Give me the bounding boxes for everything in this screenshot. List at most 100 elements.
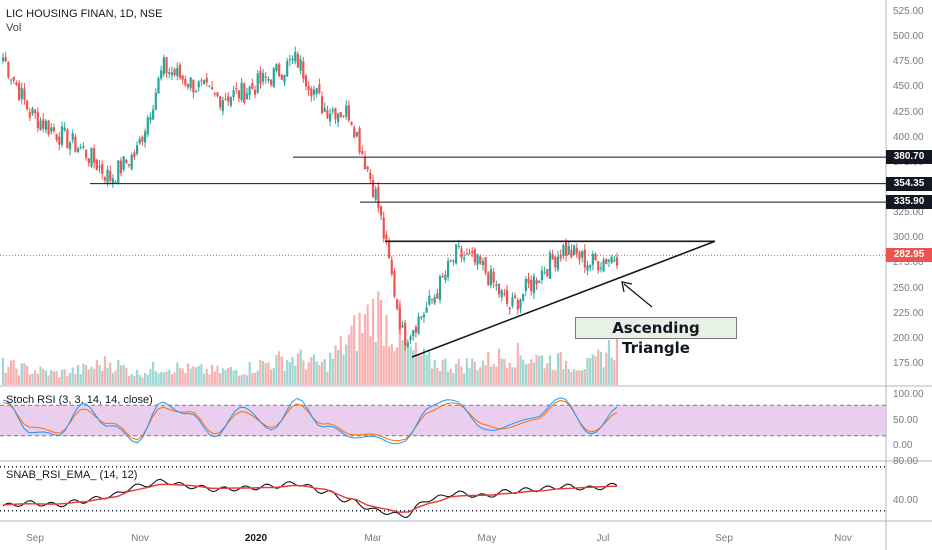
volume-bar bbox=[430, 368, 434, 385]
candle-body bbox=[396, 299, 399, 309]
candle-body bbox=[235, 87, 238, 89]
candle-body bbox=[95, 159, 98, 171]
volume-bar bbox=[487, 351, 490, 385]
time-tick-label: Mar bbox=[364, 533, 382, 544]
volume-bar bbox=[197, 365, 200, 385]
candle-body bbox=[495, 284, 498, 286]
volume-bar bbox=[339, 335, 342, 385]
candle-body bbox=[387, 242, 391, 259]
candle-body bbox=[446, 260, 450, 278]
volume-bar bbox=[578, 370, 581, 385]
volume-bar bbox=[409, 346, 412, 385]
candle-body bbox=[404, 322, 407, 346]
candle-body bbox=[232, 90, 235, 98]
candle-body bbox=[202, 80, 206, 85]
candle-body bbox=[4, 57, 7, 62]
candle-body bbox=[425, 307, 428, 313]
volume-bar bbox=[146, 374, 149, 385]
snab-tick-label: 40.00 bbox=[893, 495, 919, 506]
volume-bar bbox=[465, 358, 468, 385]
candle-body bbox=[602, 259, 605, 272]
volume-bar bbox=[82, 363, 85, 385]
candle-body bbox=[63, 127, 66, 130]
volume-bar bbox=[259, 359, 262, 385]
candle-body bbox=[599, 267, 603, 269]
volume-bar bbox=[481, 360, 485, 385]
volume-bar bbox=[7, 366, 10, 385]
candle-body bbox=[393, 271, 396, 297]
volume-bar bbox=[245, 375, 249, 385]
volume-bar bbox=[366, 304, 369, 385]
volume-bar bbox=[543, 368, 546, 385]
volume-bar bbox=[527, 363, 530, 385]
candle-body bbox=[358, 128, 361, 153]
volume-bar bbox=[444, 358, 447, 385]
volume-bar bbox=[323, 359, 326, 385]
volume-bar bbox=[68, 372, 72, 385]
volume-bar bbox=[540, 355, 544, 385]
candle-body bbox=[149, 117, 152, 120]
volume-bar bbox=[530, 359, 533, 385]
candle-body bbox=[522, 293, 525, 301]
volume-bar bbox=[264, 363, 267, 385]
volume-bar bbox=[396, 347, 399, 385]
volume-bar bbox=[489, 366, 493, 385]
volume-bar bbox=[162, 372, 165, 385]
candle-body bbox=[535, 280, 538, 285]
candle-body bbox=[615, 257, 619, 266]
candle-body bbox=[221, 100, 224, 112]
candle-body bbox=[170, 72, 174, 76]
candle-body bbox=[256, 73, 259, 93]
candle-body bbox=[264, 76, 267, 78]
volume-bar bbox=[361, 332, 364, 385]
candle-body bbox=[141, 136, 144, 142]
volume-bar bbox=[106, 367, 109, 385]
volume-bar bbox=[334, 345, 337, 385]
volume-bar bbox=[227, 368, 230, 385]
candle-body bbox=[237, 90, 241, 99]
volume-bar bbox=[133, 376, 136, 385]
candle-body bbox=[390, 259, 393, 275]
candle-body bbox=[503, 293, 506, 295]
volume-bar bbox=[71, 367, 74, 385]
volume-bar bbox=[615, 332, 619, 385]
volume-bar bbox=[350, 325, 353, 385]
candle-body bbox=[594, 254, 597, 261]
candle-body bbox=[178, 64, 182, 78]
volume-bar bbox=[216, 365, 219, 385]
volume-bar bbox=[586, 357, 589, 385]
volume-bar bbox=[291, 357, 294, 385]
volume-bar bbox=[66, 376, 69, 385]
candle-body bbox=[39, 120, 42, 130]
price-tick-label: 325.00 bbox=[893, 207, 924, 219]
volume-bar bbox=[36, 373, 39, 385]
candle-body bbox=[152, 109, 155, 120]
volume-bar bbox=[420, 355, 423, 385]
candle-body bbox=[146, 117, 149, 135]
volume-bar bbox=[358, 312, 361, 385]
volume-bar bbox=[58, 377, 61, 385]
candle-body bbox=[479, 256, 482, 264]
volume-bar bbox=[455, 363, 458, 385]
candle-body bbox=[312, 89, 316, 95]
candle-body bbox=[160, 70, 163, 79]
volume-bar bbox=[379, 299, 383, 385]
volume-bar bbox=[299, 349, 302, 385]
volume-bar bbox=[34, 370, 37, 385]
candle-body bbox=[457, 245, 460, 247]
candle-body bbox=[471, 251, 474, 253]
candle-body bbox=[200, 80, 203, 82]
stoch-tick-label: 100.00 bbox=[893, 389, 924, 400]
candles bbox=[1, 46, 619, 351]
level-price-badge: 380.70 bbox=[886, 150, 932, 165]
candle-body bbox=[184, 79, 187, 86]
ascending-triangle-annotation[interactable]: Ascending Triangle bbox=[575, 317, 737, 357]
volume-bar bbox=[597, 349, 600, 385]
candle-body bbox=[176, 67, 179, 77]
candle-body bbox=[288, 59, 291, 61]
volume-bar bbox=[224, 369, 227, 385]
candle-body bbox=[505, 290, 509, 304]
candle-body bbox=[302, 61, 305, 79]
triangle-support-line bbox=[411, 240, 716, 358]
candle-body bbox=[337, 113, 340, 123]
